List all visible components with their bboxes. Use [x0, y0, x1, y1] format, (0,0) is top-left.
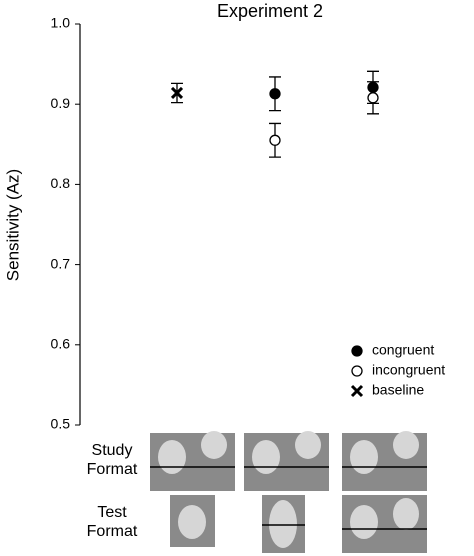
y-axis-label: Sensitivity (Az)	[3, 169, 22, 281]
legend-label: incongruent	[372, 362, 445, 378]
y-tick-label: 0.7	[51, 255, 71, 271]
y-tick-label: 1.0	[51, 15, 71, 31]
y-tick-label: 0.9	[51, 95, 71, 111]
legend-label: congruent	[372, 342, 434, 358]
y-tick-label: 0.8	[51, 175, 71, 191]
legend-marker	[351, 345, 363, 357]
legend-marker	[350, 384, 364, 398]
point-marker	[367, 92, 379, 104]
chart-title: Experiment 2	[217, 1, 323, 21]
study-format-label: Study Format	[86, 442, 138, 478]
legend-label: baseline	[372, 382, 424, 398]
test-format-label: Test Format	[86, 504, 138, 540]
y-tick-label: 0.6	[51, 336, 71, 352]
point-marker	[269, 134, 281, 146]
stimulus-images	[150, 431, 427, 553]
legend-marker	[351, 365, 363, 377]
y-tick-label: 0.5	[51, 416, 71, 432]
point-marker	[269, 88, 281, 100]
point-marker	[170, 86, 184, 100]
